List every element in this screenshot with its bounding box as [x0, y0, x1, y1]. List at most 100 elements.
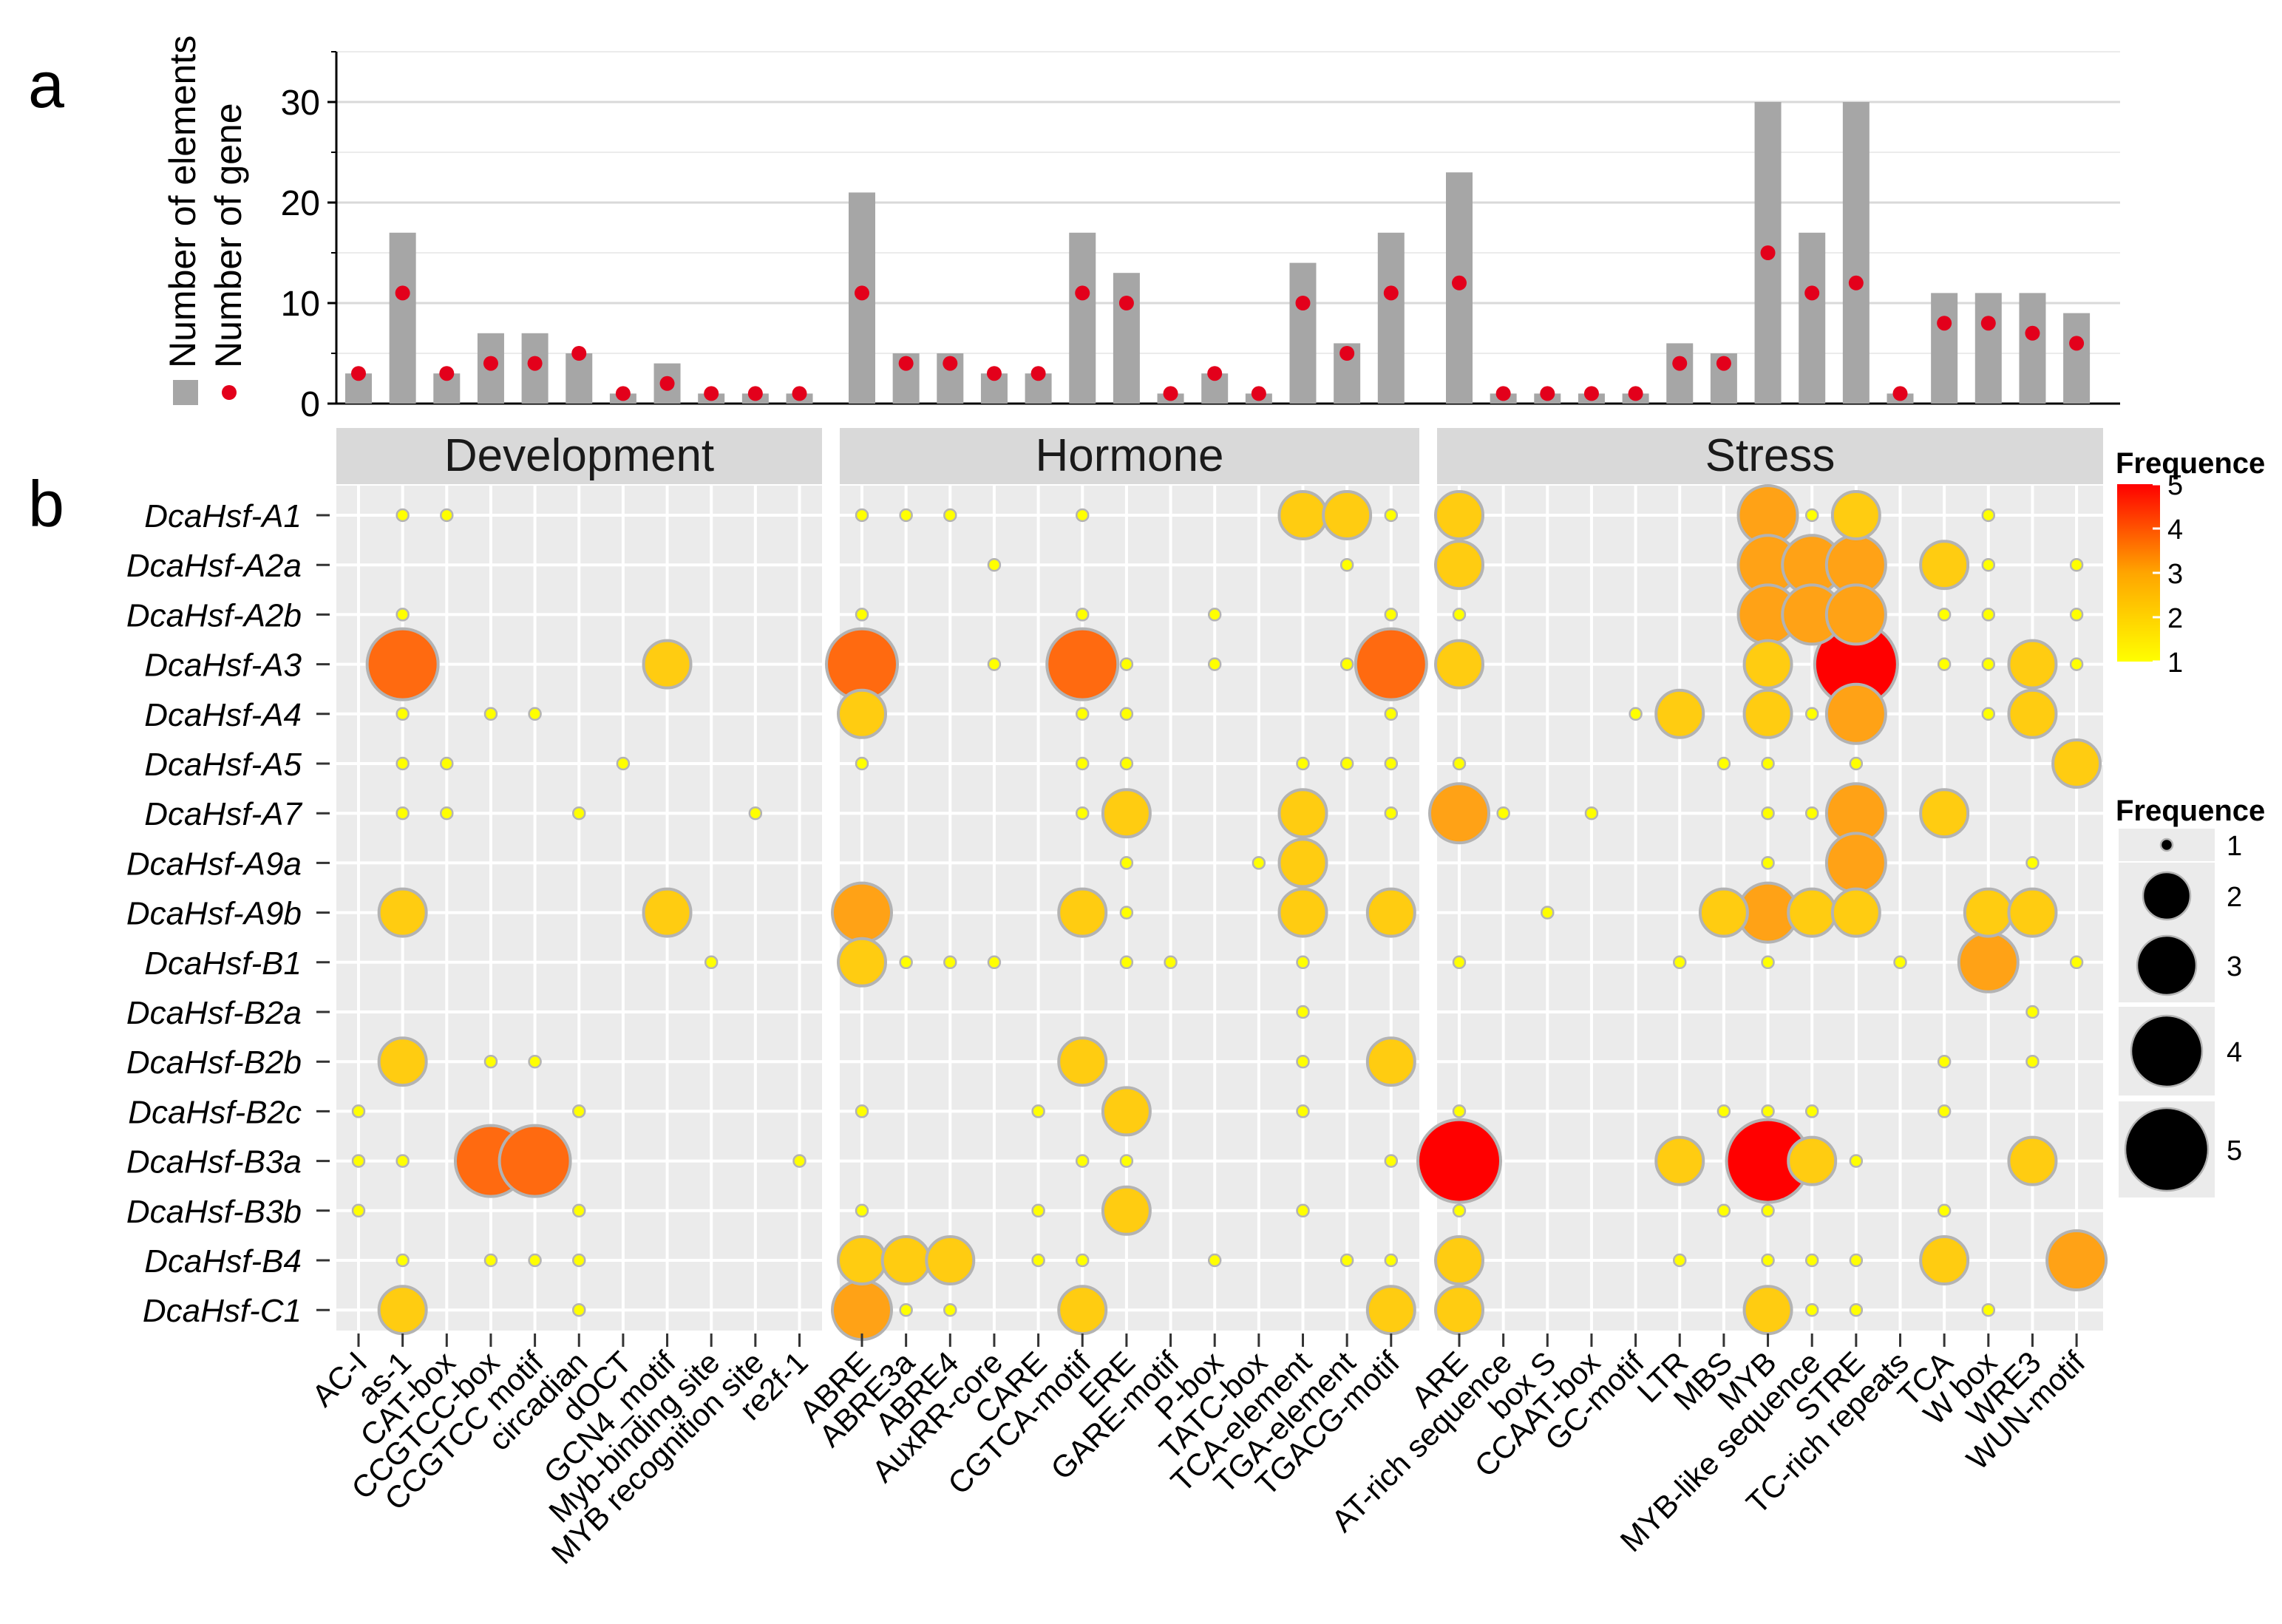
bubble-DcaHsf-A9b	[642, 887, 693, 938]
bubble-DcaHsf-A4	[837, 688, 887, 739]
legend-swatch-gene	[222, 385, 237, 400]
point-ERE	[1118, 296, 1134, 310]
bubble-DcaHsf-A7	[1384, 806, 1399, 821]
point-as-1	[395, 285, 410, 301]
point-W box	[1980, 316, 1996, 331]
bubble-DcaHsf-B2a	[2025, 1005, 2040, 1019]
point-MYB recognition site	[747, 386, 763, 401]
bubble-DcaHsf-A9b	[377, 887, 428, 938]
bubble-DcaHsf-B1	[1164, 955, 1178, 970]
bubble-DcaHsf-A3	[2007, 639, 2058, 690]
y-tick-label: 30	[281, 84, 320, 123]
bar-MYB-like sequence	[1799, 232, 1826, 404]
bubble-DcaHsf-B2b	[2025, 1054, 2040, 1069]
row-label: DcaHsf-A5	[144, 747, 302, 783]
bubble-DcaHsf-C1	[1434, 1285, 1484, 1336]
bubble-DcaHsf-B4	[1339, 1253, 1354, 1268]
size-legend-dot	[2130, 1014, 2204, 1088]
bubble-DcaHsf-B2b	[1937, 1054, 1952, 1069]
legend-label-gene: Number of gene	[208, 103, 249, 368]
point-ABRE	[855, 285, 869, 301]
bubble-DcaHsf-B2b	[377, 1036, 428, 1087]
facet-strip	[336, 428, 822, 484]
bubble-DcaHsf-B2b	[528, 1054, 542, 1069]
bar-as-1	[389, 232, 416, 404]
row-label: DcaHsf-B3a	[126, 1144, 302, 1180]
facet-strip	[1437, 428, 2103, 484]
bubble-DcaHsf-A7	[395, 806, 410, 821]
bubble-DcaHsf-C1	[1057, 1285, 1108, 1336]
bubble-DcaHsf-A1	[1981, 508, 1996, 523]
bubble-DcaHsf-A7	[1804, 806, 1819, 821]
bubble-DcaHsf-B2c	[351, 1104, 366, 1118]
bubble-DcaHsf-B2c	[1804, 1104, 1819, 1118]
bubble-DcaHsf-A4	[1824, 682, 1887, 745]
color-bar-tick-label: 3	[2167, 559, 2183, 590]
bubble-DcaHsf-A5	[1384, 756, 1399, 771]
bubble-DcaHsf-B3b	[351, 1203, 366, 1218]
bubble-DcaHsf-A5	[1452, 756, 1467, 771]
row-label: DcaHsf-B2c	[128, 1094, 302, 1130]
bubble-DcaHsf-A2a	[2069, 557, 2084, 572]
point-box S	[1540, 386, 1555, 401]
bubble-DcaHsf-B3a	[1119, 1154, 1134, 1168]
row-label: DcaHsf-A2a	[126, 548, 302, 584]
bubble-DcaHsf-A1	[1277, 490, 1328, 540]
facet-strip	[840, 428, 1419, 484]
bubble-DcaHsf-C1	[899, 1302, 913, 1317]
point-CCGTCC-box	[483, 356, 498, 371]
panel-label-b: b	[28, 467, 64, 540]
bubble-DcaHsf-A4	[1742, 688, 1793, 739]
bubble-DcaHsf-A1	[1322, 490, 1373, 540]
point-WUN-motif	[2069, 336, 2085, 351]
bubble-DcaHsf-A1	[1434, 490, 1484, 540]
bubble-DcaHsf-B2c	[1031, 1104, 1045, 1118]
bubble-DcaHsf-B4	[1207, 1253, 1222, 1268]
bubble-DcaHsf-A9a	[2025, 856, 2040, 870]
bubble-DcaHsf-A5	[1761, 756, 1775, 771]
bubble-DcaHsf-A5	[1849, 756, 1864, 771]
bubble-DcaHsf-A9a	[1761, 856, 1775, 870]
row-label: DcaHsf-A4	[144, 697, 302, 733]
bar-ERE	[1113, 273, 1140, 404]
point-CCGTCC motif	[527, 356, 543, 371]
bubble-DcaHsf-A2a	[1919, 540, 1970, 591]
color-legend-title: Frequence	[2116, 447, 2265, 480]
bubble-DcaHsf-A5	[1716, 756, 1731, 771]
bubble-DcaHsf-A3	[1742, 639, 1793, 690]
bubble-DcaHsf-A2b	[1452, 608, 1467, 622]
point-TCA-element	[1295, 296, 1311, 310]
size-legend-label: 4	[2227, 1037, 2242, 1068]
bubble-DcaHsf-B1	[943, 955, 957, 970]
point-WRE3	[2025, 325, 2040, 341]
bubble-DcaHsf-A4	[1804, 707, 1819, 721]
bubble-DcaHsf-A5	[1296, 756, 1310, 771]
bubble-DcaHsf-A7	[1101, 788, 1152, 839]
bubble-DcaHsf-A3	[1354, 627, 1428, 701]
row-label: DcaHsf-B1	[144, 945, 302, 982]
bubble-DcaHsf-B2b	[1057, 1036, 1108, 1087]
size-legend-dot	[2136, 934, 2198, 996]
bubble-DcaHsf-A3	[1119, 657, 1134, 671]
bubble-DcaHsf-A3	[1937, 657, 1952, 671]
point-TCA	[1937, 316, 1952, 331]
bubble-DcaHsf-B4	[528, 1253, 542, 1268]
bubble-DcaHsf-A9b	[1787, 887, 1838, 938]
bubble-DcaHsf-B3a	[2007, 1135, 2058, 1186]
bubble-DcaHsf-A7	[440, 806, 454, 821]
bubble-DcaHsf-A7	[572, 806, 586, 821]
bubble-DcaHsf-A3	[987, 657, 1002, 671]
row-label: DcaHsf-B4	[144, 1243, 302, 1280]
panel-a-bar-chart: 0 10 20 30 Number of elements Number of gene	[162, 35, 2120, 424]
point-MYB-like sequence	[1804, 285, 1820, 301]
point-MBS	[1716, 356, 1731, 371]
bubble-DcaHsf-B3a	[351, 1154, 366, 1168]
point-GARE-motif	[1163, 386, 1178, 401]
bubble-DcaHsf-C1	[1804, 1302, 1819, 1317]
point-CARE	[1030, 366, 1046, 381]
bubble-DcaHsf-A1	[1804, 508, 1819, 523]
bubble-DcaHsf-A1	[395, 508, 410, 523]
bubble-DcaHsf-A4	[1119, 707, 1134, 721]
legend-swatch-elements	[173, 380, 198, 405]
